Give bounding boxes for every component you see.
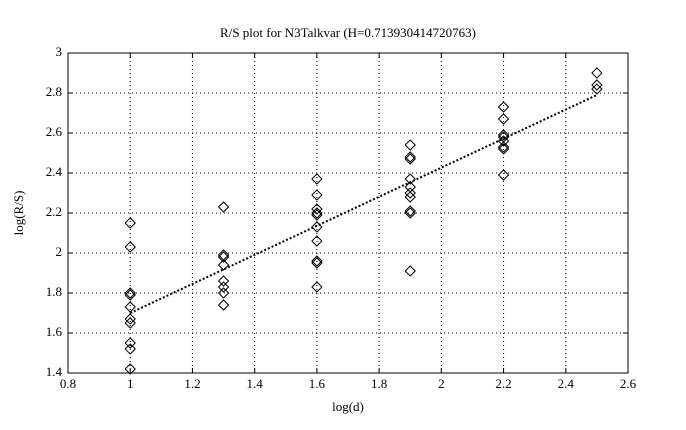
data-point	[311, 207, 323, 219]
data-point	[311, 257, 323, 269]
y-tick-label: 3	[56, 44, 63, 59]
data-point	[217, 281, 230, 293]
data-point	[497, 129, 510, 141]
x-tick-label: 0.8	[60, 376, 76, 391]
data-point	[497, 141, 510, 153]
data-point	[404, 205, 416, 217]
data-point	[124, 217, 136, 229]
x-tick-label: 2.6	[620, 376, 637, 391]
x-tick-label: 2.4	[558, 376, 575, 391]
data-point	[311, 203, 323, 215]
data-point	[311, 189, 323, 201]
plot-frame	[67, 52, 629, 374]
data-point	[124, 241, 136, 253]
y-tick-label: 2.6	[46, 124, 63, 139]
data-point	[404, 191, 416, 203]
data-point	[124, 337, 136, 349]
x-tick-label: 1	[127, 376, 134, 391]
data-point	[124, 287, 136, 299]
data-point	[124, 317, 136, 329]
y-tick-label: 2	[56, 244, 63, 259]
chart-title: R/S plot for N3Talkvar (H=0.713930414720…	[220, 25, 476, 40]
data-point	[404, 139, 416, 151]
y-tick-label: 1.8	[46, 284, 62, 299]
x-tick-label: 1.2	[184, 376, 200, 391]
data-point	[404, 265, 416, 277]
data-point	[404, 173, 416, 185]
y-axis-label: log(R/S)	[11, 191, 26, 236]
data-point	[591, 83, 603, 95]
data-point	[124, 313, 136, 325]
data-point	[124, 343, 136, 355]
y-tick-label: 2.2	[46, 204, 62, 219]
data-point	[217, 275, 230, 287]
data-point	[217, 287, 230, 299]
data-point	[497, 113, 510, 125]
y-tick-label: 2.8	[46, 84, 62, 99]
x-tick-label: 1.8	[371, 376, 387, 391]
x-axis-label: log(d)	[332, 399, 364, 414]
data-point	[404, 153, 416, 165]
y-tick-label: 2.4	[46, 164, 63, 179]
data-point	[311, 255, 323, 267]
x-tick-label: 2.2	[495, 376, 511, 391]
data-point	[124, 363, 136, 375]
y-tick-label: 1.6	[46, 324, 63, 339]
data-point	[217, 251, 230, 263]
x-tick-label: 2	[438, 376, 445, 391]
fit-line	[129, 94, 598, 314]
data-point	[497, 169, 510, 181]
data-point	[217, 201, 230, 213]
y-tick-label: 1.4	[46, 364, 63, 379]
data-point	[124, 289, 136, 301]
data-point	[311, 173, 323, 185]
data-point	[497, 143, 510, 155]
data-point	[311, 281, 323, 293]
data-point	[217, 299, 230, 311]
data-point	[404, 187, 416, 199]
x-tick-label: 1.6	[309, 376, 326, 391]
x-tick-label: 1.4	[247, 376, 264, 391]
data-point	[404, 207, 416, 219]
data-point	[404, 151, 416, 163]
data-point	[591, 79, 603, 91]
data-point	[217, 259, 230, 271]
data-point	[591, 67, 603, 79]
data-point	[497, 101, 510, 113]
data-point	[311, 235, 323, 247]
data-point	[311, 209, 323, 221]
